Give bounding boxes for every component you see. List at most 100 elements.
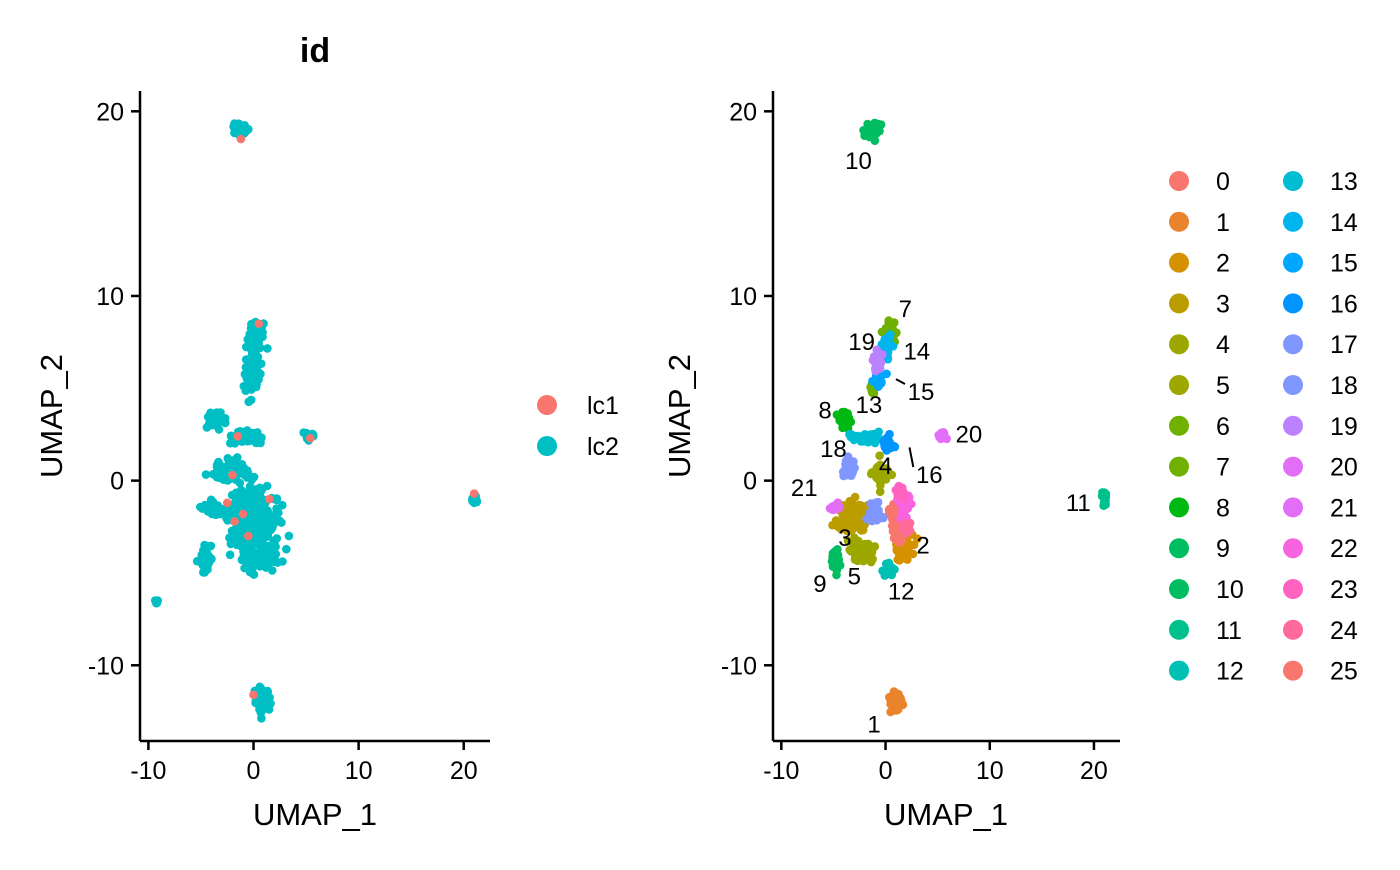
cluster-label-15: 15: [908, 379, 935, 406]
point-lc2: [225, 550, 235, 560]
cluster-label-leader: [895, 378, 906, 385]
point-lc2: [236, 125, 246, 134]
point-lc1: [228, 470, 237, 480]
point-lc2: [263, 344, 272, 353]
legend-key-5: [1169, 375, 1189, 395]
point-cluster-0: [891, 507, 900, 516]
point-lc1: [306, 433, 315, 443]
legend-key-0: [1169, 171, 1189, 191]
point-cluster-3: [854, 500, 864, 510]
point-lc2: [272, 495, 281, 505]
point-lc2: [257, 684, 266, 694]
point-lc2: [249, 570, 259, 579]
point-lc2: [245, 336, 254, 346]
point-cluster-16: [889, 441, 899, 451]
point-lc2: [263, 695, 272, 704]
legend-key-21: [1283, 497, 1303, 518]
legend-label-6: 6: [1216, 413, 1230, 441]
legend-label-24: 24: [1330, 617, 1358, 645]
point-cluster-13: [847, 430, 857, 440]
legend-key-11: [1169, 619, 1189, 640]
point-lc2: [257, 485, 266, 494]
point-lc2: [249, 472, 259, 482]
y-tick-label: 20: [96, 98, 124, 126]
point-cluster-14: [880, 334, 890, 344]
legend-label-23: 23: [1330, 576, 1358, 604]
point-lc2: [258, 513, 268, 522]
point-lc2: [271, 542, 280, 551]
point-cluster-9: [828, 562, 838, 571]
point-lc2: [233, 453, 242, 462]
legend-key-18: [1283, 375, 1303, 395]
point-cluster-3: [846, 523, 856, 533]
x-tick-label: 0: [247, 757, 261, 785]
x-axis-title: UMAP_1: [253, 797, 377, 832]
point-lc2: [282, 544, 291, 554]
point-lc2: [256, 546, 265, 556]
y-axis-title: UMAP_2: [34, 354, 69, 478]
point-lc2: [206, 495, 216, 505]
point-lc2: [241, 554, 250, 563]
point-cluster-8: [835, 416, 844, 425]
point-lc2: [202, 545, 211, 555]
y-axis-title: UMAP_2: [662, 354, 697, 478]
point-lc2: [252, 428, 262, 437]
point-lc2: [256, 369, 265, 379]
cluster-label-20: 20: [956, 421, 983, 448]
point-cluster-17: [871, 511, 880, 520]
x-axis-title: UMAP_1: [884, 797, 1008, 832]
cluster-label-21: 21: [791, 475, 818, 502]
point-lc2: [265, 548, 274, 557]
point-cluster-5: [843, 536, 853, 546]
axis-ticks: -10 0 10 20 -10 0 10 20: [88, 98, 478, 785]
point-lc1: [238, 509, 248, 519]
point-lc2: [469, 495, 478, 505]
point-cluster-21: [829, 505, 838, 514]
legend-key-8: [1169, 497, 1189, 518]
point-lc1: [469, 489, 479, 498]
point-cluster-2: [908, 549, 918, 559]
legend-key-9: [1169, 538, 1189, 559]
legend-key-12: [1169, 660, 1189, 681]
legend-label-22: 22: [1330, 535, 1358, 563]
legend-key-23: [1283, 579, 1303, 599]
point-cluster-1: [891, 698, 900, 708]
point-lc2: [245, 432, 254, 441]
cluster-label-18: 18: [820, 436, 847, 463]
point-cluster-19: [873, 350, 882, 360]
point-lc2: [274, 508, 283, 517]
point-cluster-2: [895, 551, 904, 561]
point-lc1: [222, 498, 232, 508]
x-tick-label: 0: [879, 757, 893, 785]
y-tick-label: 0: [110, 468, 124, 496]
legend-label-lc1: lc1: [587, 392, 619, 420]
legend-key-lc2: [537, 436, 557, 456]
point-cluster-4: [875, 469, 884, 478]
point-lc2: [246, 395, 256, 405]
point-cluster-4: [884, 468, 894, 478]
cluster-labels: 10 7 19 14 15 8 13 20 18 16 4 21 11 3 2 9 5 12 1: [791, 148, 1091, 738]
point-lc2: [252, 334, 262, 344]
cluster-label-10: 10: [845, 148, 872, 175]
point-cluster-16: [885, 429, 894, 439]
legend-label-17: 17: [1330, 331, 1358, 359]
scatter-points: [825, 118, 1111, 717]
point-lc1: [265, 494, 274, 504]
legend-key-10: [1169, 579, 1189, 599]
point-lc2: [250, 494, 259, 504]
point-lc2: [275, 516, 284, 525]
legend-label-16: 16: [1330, 290, 1358, 318]
point-lc2: [278, 557, 287, 566]
point-lc2: [217, 470, 227, 480]
y-tick-label: 20: [729, 98, 757, 126]
legend-label-20: 20: [1330, 454, 1358, 482]
legend-label-21: 21: [1330, 494, 1358, 522]
y-tick-label: 10: [729, 283, 757, 311]
point-cluster-4: [875, 487, 885, 497]
legend-label-19: 19: [1330, 413, 1358, 441]
legend-key-6: [1169, 415, 1189, 436]
legend-label-2: 2: [1216, 250, 1230, 278]
